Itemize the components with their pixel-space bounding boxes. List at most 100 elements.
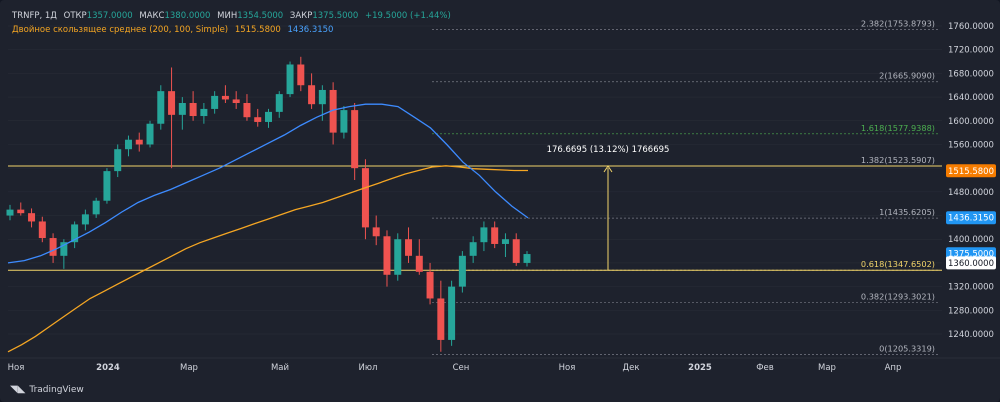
change-value: +19.5000 (+1.44%) (365, 11, 451, 21)
x-tick-label: Мар (180, 363, 198, 373)
candle (103, 168, 111, 204)
candle (372, 215, 380, 246)
candle-body (6, 209, 14, 216)
fib-level-label: 1.618(1577.9388) (861, 123, 935, 133)
y-tick-label: 1680.0000 (948, 69, 994, 79)
x-tick-label: Апр (885, 363, 902, 373)
candle (469, 236, 477, 263)
candle (60, 239, 68, 269)
candle-body (135, 139, 143, 145)
low-label: МИН (217, 11, 238, 21)
candle (178, 97, 186, 130)
candle (458, 251, 466, 293)
candle-body (480, 227, 488, 243)
candle-body (221, 95, 229, 100)
indicator-legend[interactable]: Двойное скользящее среднее (200, 100, Si… (12, 25, 333, 35)
ma200-value: 1515.5800 (234, 25, 281, 35)
candle-body (437, 298, 445, 340)
tradingview-mark-icon: ◥◣ (10, 384, 26, 395)
fib-level-label: 0.382(1293.3021) (861, 291, 935, 301)
candle-body (458, 255, 466, 287)
ma100-value: 1436.3150 (287, 25, 334, 35)
candle (157, 85, 165, 130)
close-value: 1375.5000 (312, 11, 359, 21)
candle-body (469, 242, 477, 256)
candle-body (308, 85, 316, 105)
fib-level-label: 0(1205.3319) (879, 344, 935, 354)
candle (329, 82, 337, 145)
price-tag-bg (946, 164, 996, 178)
candle-body (28, 213, 36, 222)
candle (491, 221, 499, 249)
symbol-legend: TRNFP, 1Д ОТКР1357.0000 МАКС1380.0000 МИ… (12, 11, 451, 21)
candle-body (124, 139, 132, 150)
candle (308, 73, 316, 109)
candle (415, 239, 423, 275)
candle-body (361, 168, 369, 228)
candle (189, 91, 197, 121)
candle-body (71, 224, 79, 243)
price-tag-text: 1436.3150 (948, 214, 994, 224)
candle (243, 94, 251, 121)
candle-body (351, 110, 359, 169)
candle-body (168, 91, 176, 115)
x-tick-label: Дек (622, 363, 639, 373)
price-tag-text: 1375.5000 (948, 250, 994, 260)
candle-body (103, 171, 111, 201)
close-label: ЗАКР (289, 11, 313, 21)
candle-body (211, 95, 219, 109)
x-tick-label: 2025 (688, 363, 712, 373)
tradingview-logo[interactable]: ◥◣ TradingView (10, 384, 84, 395)
fib-level-label: 0.618(1347.6502) (861, 259, 935, 269)
candle-body (265, 111, 272, 122)
candle (523, 251, 531, 267)
y-tick-label: 1480.0000 (948, 188, 994, 198)
candle (361, 159, 369, 240)
candle-body (146, 123, 154, 145)
candle-body (60, 242, 68, 256)
x-tick-label: Ноя (559, 363, 576, 373)
price-tag-text: 1360.0000 (948, 259, 994, 269)
y-tick-label: 1560.0000 (948, 140, 994, 150)
symbol-label[interactable]: TRNFP, 1Д (12, 11, 57, 21)
tradingview-logo-text: TradingView (29, 384, 84, 395)
candle-body (92, 200, 100, 215)
candle-body (200, 108, 208, 117)
candle-body (114, 149, 122, 172)
y-tick-label: 1240.0000 (948, 330, 994, 340)
candle-body (243, 103, 251, 118)
candle (38, 216, 46, 243)
x-tick-label: Сен (453, 363, 470, 373)
candle (28, 208, 36, 228)
y-tick-label: 1600.0000 (948, 117, 994, 127)
candle (437, 280, 445, 352)
candle (92, 197, 100, 218)
candle-body (372, 227, 380, 237)
price-tag-ma200: 1515.5800 (946, 164, 996, 178)
candle (501, 233, 509, 257)
candle (221, 85, 229, 103)
candle (211, 91, 219, 114)
candle-body (17, 209, 25, 214)
candle (168, 67, 176, 169)
low-value: 1354.5000 (237, 11, 284, 21)
candle-body (523, 254, 531, 263)
candle (146, 120, 154, 148)
candle-body (318, 89, 326, 105)
candle-body (448, 286, 456, 340)
candle-body (491, 227, 499, 244)
y-tick-label: 1320.0000 (948, 283, 994, 293)
y-tick-label: 1640.0000 (948, 93, 994, 103)
y-tick-label: 1760.0000 (948, 22, 994, 32)
price-tag-bg (946, 256, 996, 270)
y-tick-label: 1280.0000 (948, 306, 994, 316)
candle (512, 233, 520, 266)
candle (254, 108, 262, 127)
candle (232, 91, 240, 109)
candle-body (189, 103, 197, 117)
candle-body (394, 239, 402, 275)
candle (200, 103, 208, 124)
candle (340, 105, 348, 139)
